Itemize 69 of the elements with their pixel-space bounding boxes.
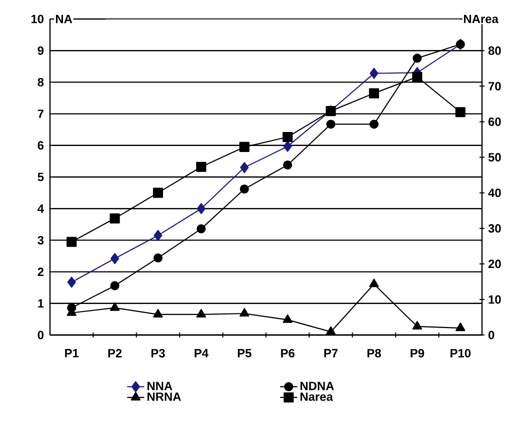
point: [283, 160, 292, 170]
x-tick-label: P2: [108, 348, 122, 358]
point: [110, 213, 120, 224]
point: [412, 72, 422, 82]
point: [67, 276, 76, 288]
x-tick-label: P4: [194, 348, 208, 358]
y2-tick-label: 30: [488, 224, 501, 233]
legend-label: NNA: [148, 382, 172, 390]
legend-label: NDNA: [300, 382, 334, 390]
y2-tick-label: 50: [488, 153, 501, 162]
y2-axis-title: NArea: [464, 14, 498, 24]
point: [369, 120, 379, 129]
y-tick-label: 7: [38, 110, 44, 118]
point: [66, 236, 77, 247]
point: [110, 252, 120, 264]
point: [110, 281, 120, 290]
y-tick-label: 9: [38, 46, 44, 55]
point: [369, 278, 379, 288]
x-tick-label: P9: [410, 348, 424, 358]
y-tick-label: 5: [38, 172, 44, 182]
y2-tick-label: 0: [488, 330, 494, 340]
legend-label: Narea: [300, 392, 334, 401]
x-tick-label: P8: [367, 348, 381, 358]
y-tick-label: 6: [38, 141, 44, 150]
y-tick-label: 2: [38, 268, 44, 276]
point: [455, 107, 466, 118]
point: [196, 162, 206, 172]
point: [282, 314, 292, 323]
y2-tick-label: 60: [488, 118, 501, 126]
point: [283, 140, 292, 152]
x-tick-label: P10: [450, 348, 471, 358]
point: [370, 68, 378, 79]
point: [152, 188, 164, 198]
y-tick-label: 8: [38, 78, 44, 86]
y2-tick-label: 80: [488, 46, 501, 55]
point: [368, 88, 380, 98]
point: [196, 224, 206, 234]
point: [456, 322, 466, 332]
point: [412, 320, 422, 330]
y2-tick-label: 70: [488, 82, 501, 90]
y-tick-label: 10: [31, 14, 44, 24]
y-tick-label: 3: [38, 236, 44, 244]
point: [153, 308, 163, 318]
point: [326, 326, 336, 335]
point: [154, 230, 162, 241]
point: [240, 308, 250, 317]
point: [239, 142, 250, 152]
y2-tick-label: 40: [488, 188, 501, 198]
legend-label: NRNA: [148, 392, 181, 401]
y-tick-label: 0: [38, 330, 44, 340]
x-tick-label: P7: [324, 348, 338, 358]
point: [110, 302, 120, 311]
y-tick-label: 1: [38, 299, 44, 308]
point: [412, 54, 422, 63]
point: [282, 132, 293, 142]
x-tick-label: P6: [281, 348, 294, 358]
point: [240, 184, 249, 194]
x-tick-label: P5: [238, 348, 252, 358]
point: [153, 253, 163, 262]
point: [196, 308, 206, 318]
x-tick-label: P3: [151, 348, 165, 358]
y2-tick-label: 10: [488, 295, 501, 304]
y-axis-title: NA: [56, 14, 72, 24]
point: [240, 162, 249, 174]
point: [196, 203, 206, 214]
y-tick-label: 4: [38, 204, 44, 213]
point: [326, 120, 336, 129]
x-tick-label: P1: [65, 348, 79, 358]
y2-tick-label: 20: [488, 260, 501, 268]
